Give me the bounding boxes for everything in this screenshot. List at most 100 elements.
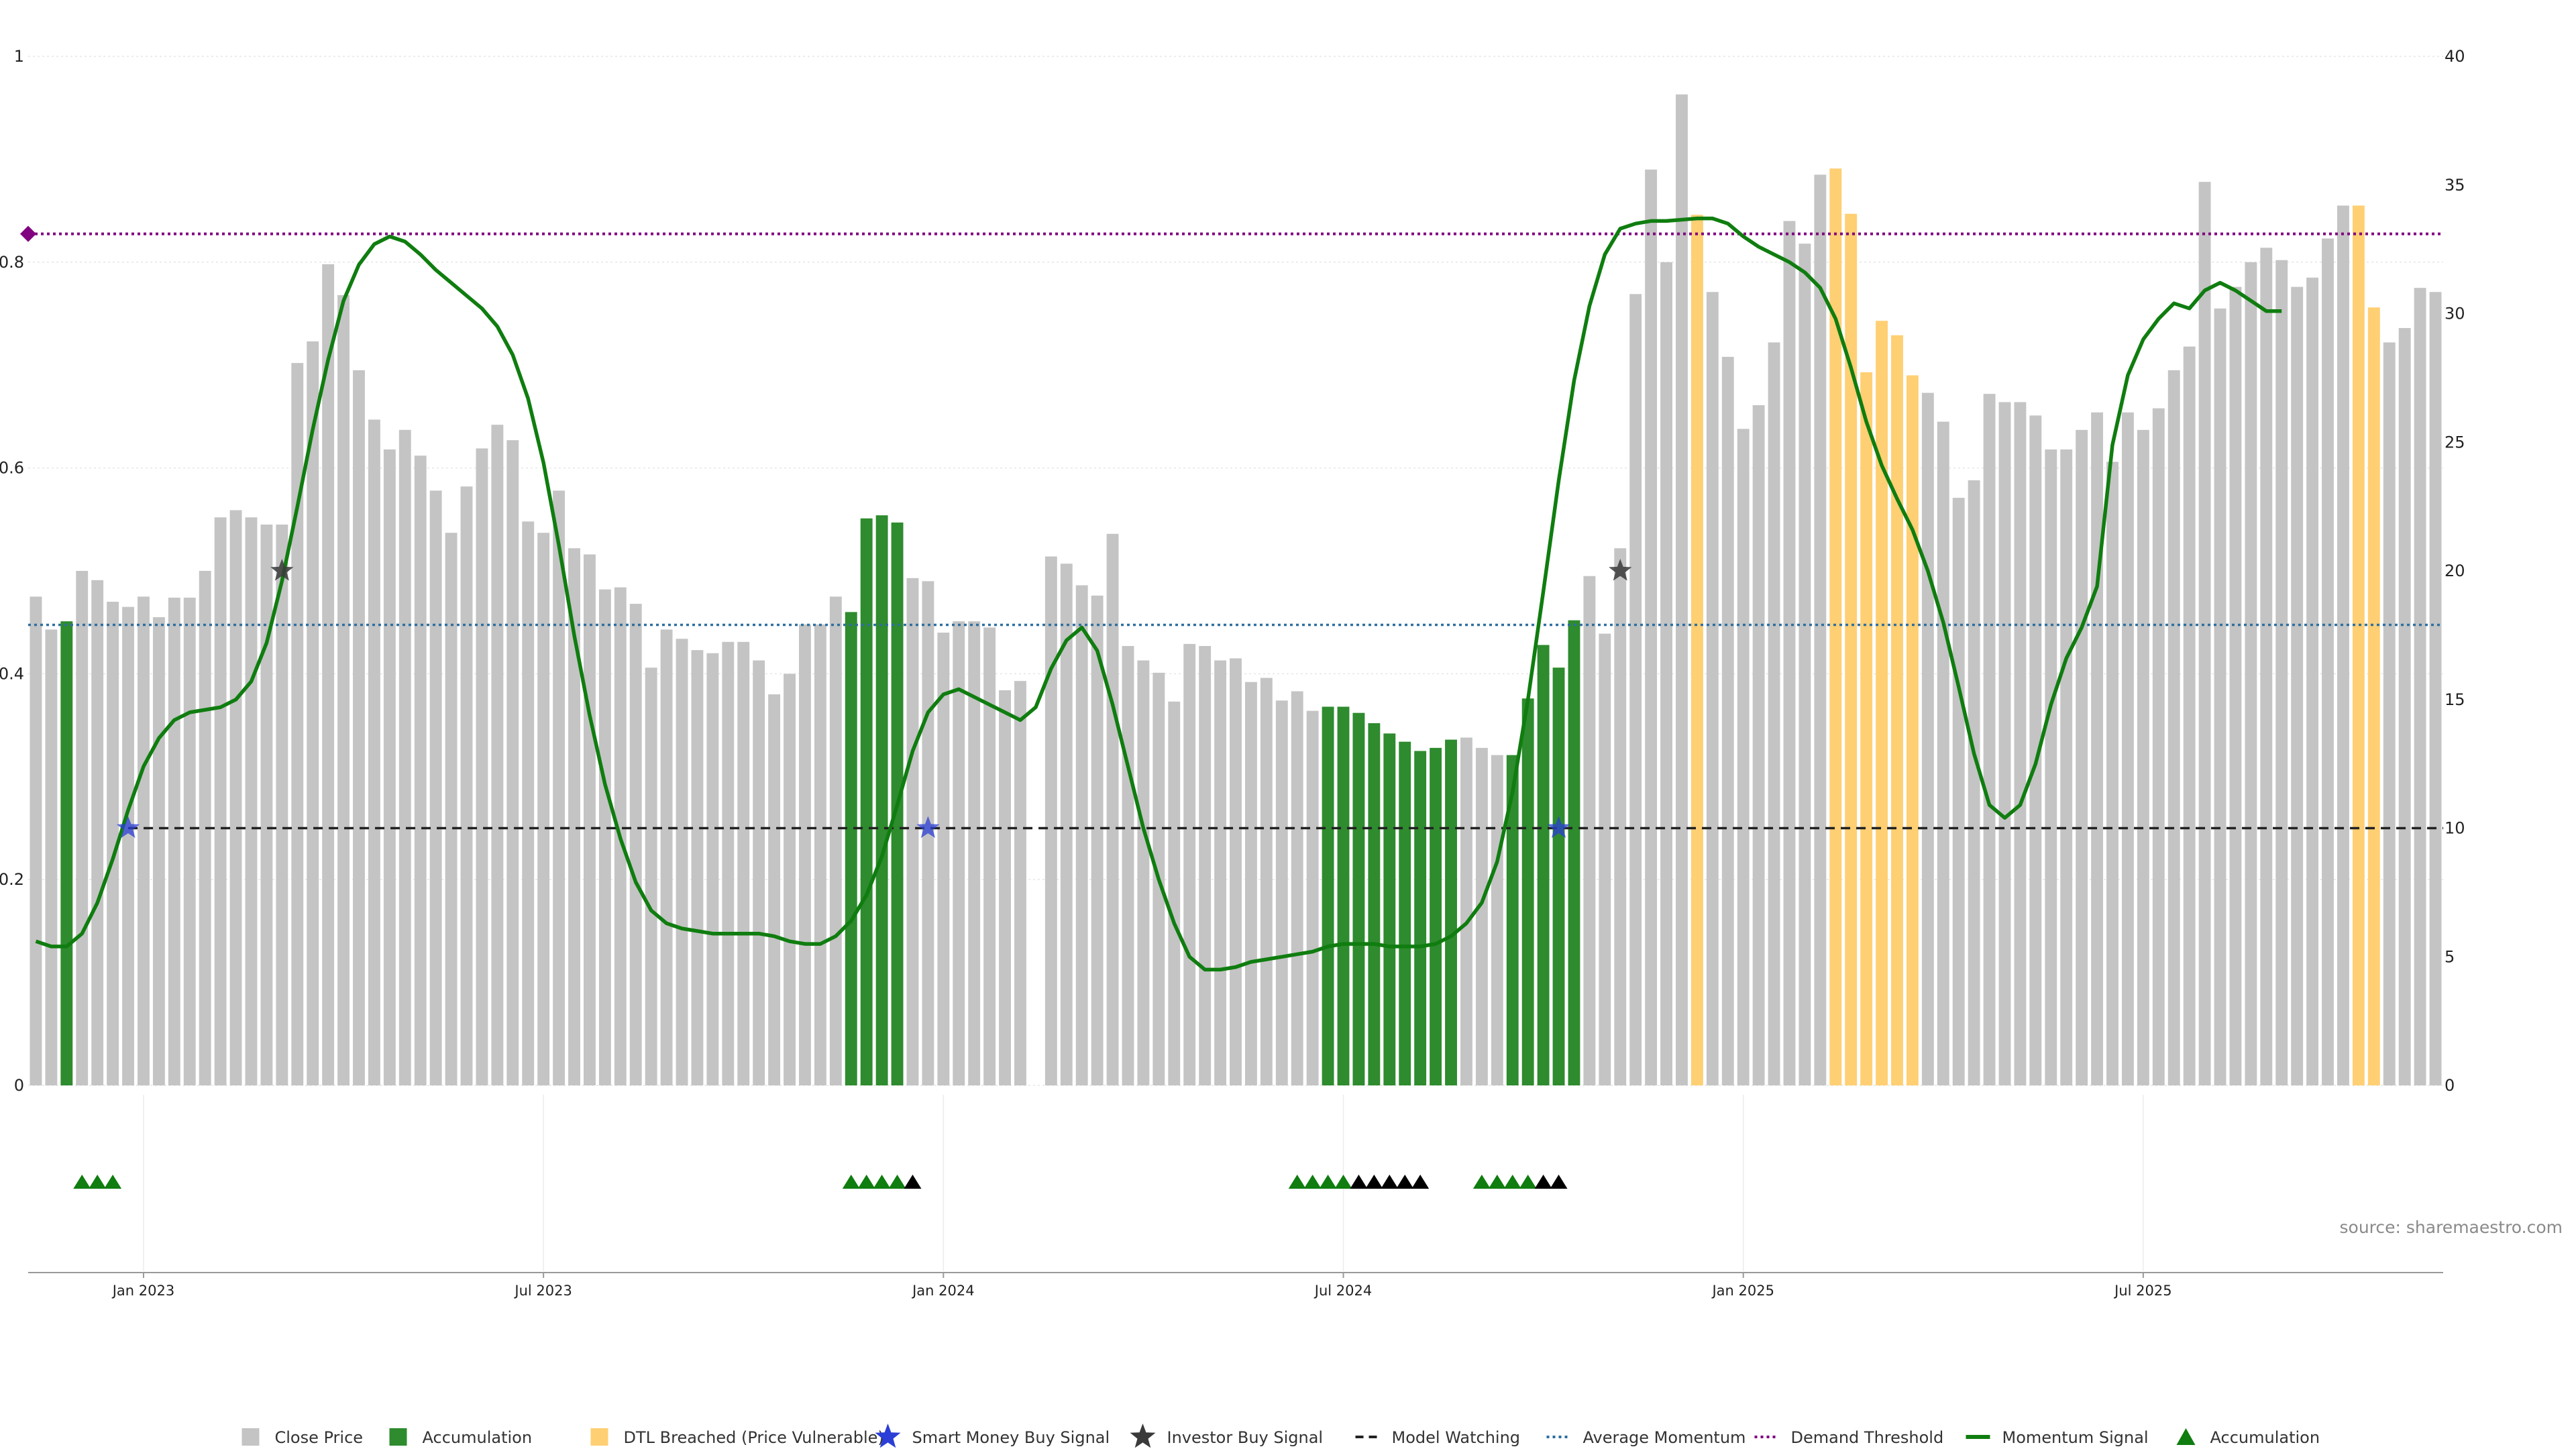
- close-price-bar: [522, 521, 535, 1085]
- close-price-bar: [353, 370, 365, 1085]
- close-price-bar: [629, 604, 642, 1085]
- right-y-tick-label: 25: [2445, 433, 2465, 451]
- dtl-breached-bar: [2367, 307, 2380, 1085]
- x-tick-label: Jan 2023: [111, 1283, 175, 1299]
- demand-threshold-marker: [20, 225, 36, 242]
- accumulation-triangle: [1288, 1175, 1306, 1189]
- legend-label: Model Watching: [1392, 1428, 1521, 1447]
- right-y-tick-label: 5: [2445, 947, 2455, 966]
- close-price-bar: [2198, 182, 2211, 1086]
- close-price-bar: [383, 449, 396, 1085]
- close-price-bar: [2398, 327, 2411, 1085]
- close-price-bar: [322, 264, 335, 1085]
- accumulation-bar: [1552, 667, 1565, 1085]
- close-price-bar: [2229, 286, 2242, 1086]
- close-price-bar: [398, 429, 411, 1085]
- legend-label: DTL Breached (Price Vulnerable): [624, 1428, 884, 1447]
- close-price-bar: [307, 341, 319, 1086]
- close-price-bar: [1137, 660, 1150, 1085]
- close-price-bar: [2167, 370, 2180, 1085]
- buy-signals: [116, 559, 1632, 839]
- legend-swatch-close: [241, 1428, 260, 1446]
- close-price-bar: [491, 425, 504, 1085]
- legend-label: Demand Threshold: [1791, 1428, 1944, 1447]
- dtl-breached-bar: [1860, 372, 1873, 1085]
- close-price-bar: [1921, 392, 1934, 1086]
- close-price-bar: [676, 639, 688, 1085]
- close-price-bar: [168, 597, 180, 1085]
- close-price-bar: [1737, 429, 1750, 1085]
- left-y-tick-label: 0.4: [0, 664, 24, 683]
- legend-triangle-triangle_green: [2176, 1428, 2196, 1445]
- close-price-bar: [506, 440, 519, 1085]
- close-price-bar: [2429, 292, 2442, 1085]
- close-price-bar: [76, 571, 89, 1085]
- close-price-bar: [2275, 260, 2288, 1086]
- accumulation-bar: [1537, 645, 1550, 1085]
- accumulation-triangle: [842, 1175, 860, 1189]
- accumulation-bar: [1368, 723, 1381, 1085]
- close-price-bar: [2414, 288, 2426, 1085]
- close-price-bar: [814, 624, 826, 1085]
- close-price-bar: [737, 641, 750, 1085]
- close-price-bar: [1998, 402, 2011, 1085]
- close-price-bar: [1983, 394, 1996, 1085]
- accumulation-bar: [1521, 698, 1534, 1085]
- accumulation-bar: [1352, 712, 1365, 1085]
- close-price-bar: [753, 660, 765, 1085]
- accumulation-bar: [1414, 751, 1427, 1085]
- close-price-bar: [999, 690, 1011, 1085]
- close-price-bar: [2045, 449, 2057, 1085]
- close-price-bar: [1275, 700, 1288, 1085]
- close-price-bar: [799, 624, 811, 1085]
- close-price-bar: [2121, 412, 2134, 1085]
- close-price-bar: [968, 621, 981, 1085]
- right-y-tick-label: 15: [2445, 690, 2465, 709]
- right-y-tick-label: 40: [2445, 47, 2465, 66]
- close-price-bar: [276, 524, 288, 1085]
- investor-buy-star: [270, 559, 294, 581]
- close-price-bar: [2183, 346, 2196, 1085]
- accumulation-triangle: [1472, 1175, 1491, 1189]
- dtl-breached-bar: [1906, 375, 1919, 1085]
- close-price-bar: [2214, 308, 2226, 1086]
- close-price-bar: [2383, 342, 2396, 1085]
- close-price-bar: [368, 419, 380, 1085]
- investor-buy-star: [1609, 559, 1632, 581]
- accumulation-bar: [1430, 747, 1442, 1085]
- close-price-bar: [568, 548, 580, 1085]
- close-price-bar: [2152, 408, 2165, 1085]
- x-tick-label: Jan 2024: [911, 1283, 975, 1299]
- legend-label: Investor Buy Signal: [1167, 1428, 1324, 1447]
- signal-triangle: [1381, 1175, 1399, 1189]
- close-price-bar: [1614, 548, 1627, 1085]
- close-price-bar: [429, 490, 442, 1085]
- close-price-bar: [2306, 277, 2319, 1085]
- close-price-bar: [2076, 429, 2088, 1085]
- close-price-bar: [2260, 248, 2273, 1086]
- right-y-tick-label: 35: [2445, 176, 2465, 195]
- signal-triangle: [1396, 1175, 1414, 1189]
- dtl-breached-bar: [1845, 213, 1858, 1085]
- close-price-bar: [337, 294, 350, 1086]
- accumulation-triangle: [857, 1175, 875, 1189]
- left-y-tick-label: 0: [14, 1076, 24, 1095]
- close-price-bar: [30, 596, 42, 1085]
- close-price-bar: [1291, 691, 1303, 1085]
- accumulation-triangle: [1488, 1175, 1506, 1189]
- dtl-breached-bar: [1690, 215, 1703, 1086]
- accumulation-bar: [860, 518, 873, 1085]
- close-price-bar: [214, 517, 227, 1085]
- close-price-bar: [291, 363, 304, 1085]
- close-price-bar: [553, 490, 566, 1085]
- close-price-bar: [91, 580, 104, 1085]
- close-price-bar: [1583, 576, 1596, 1085]
- close-price-bar: [584, 554, 596, 1085]
- legend: Close Price Accumulation DTL Breached (Pri…: [241, 1424, 2320, 1448]
- smart-money-buy-star: [1547, 816, 1570, 839]
- legend-label: Average Momentum: [1583, 1428, 1746, 1447]
- close-price-bar: [1706, 292, 1719, 1085]
- close-price-bar: [1199, 645, 1212, 1085]
- close-price-bar: [829, 596, 842, 1085]
